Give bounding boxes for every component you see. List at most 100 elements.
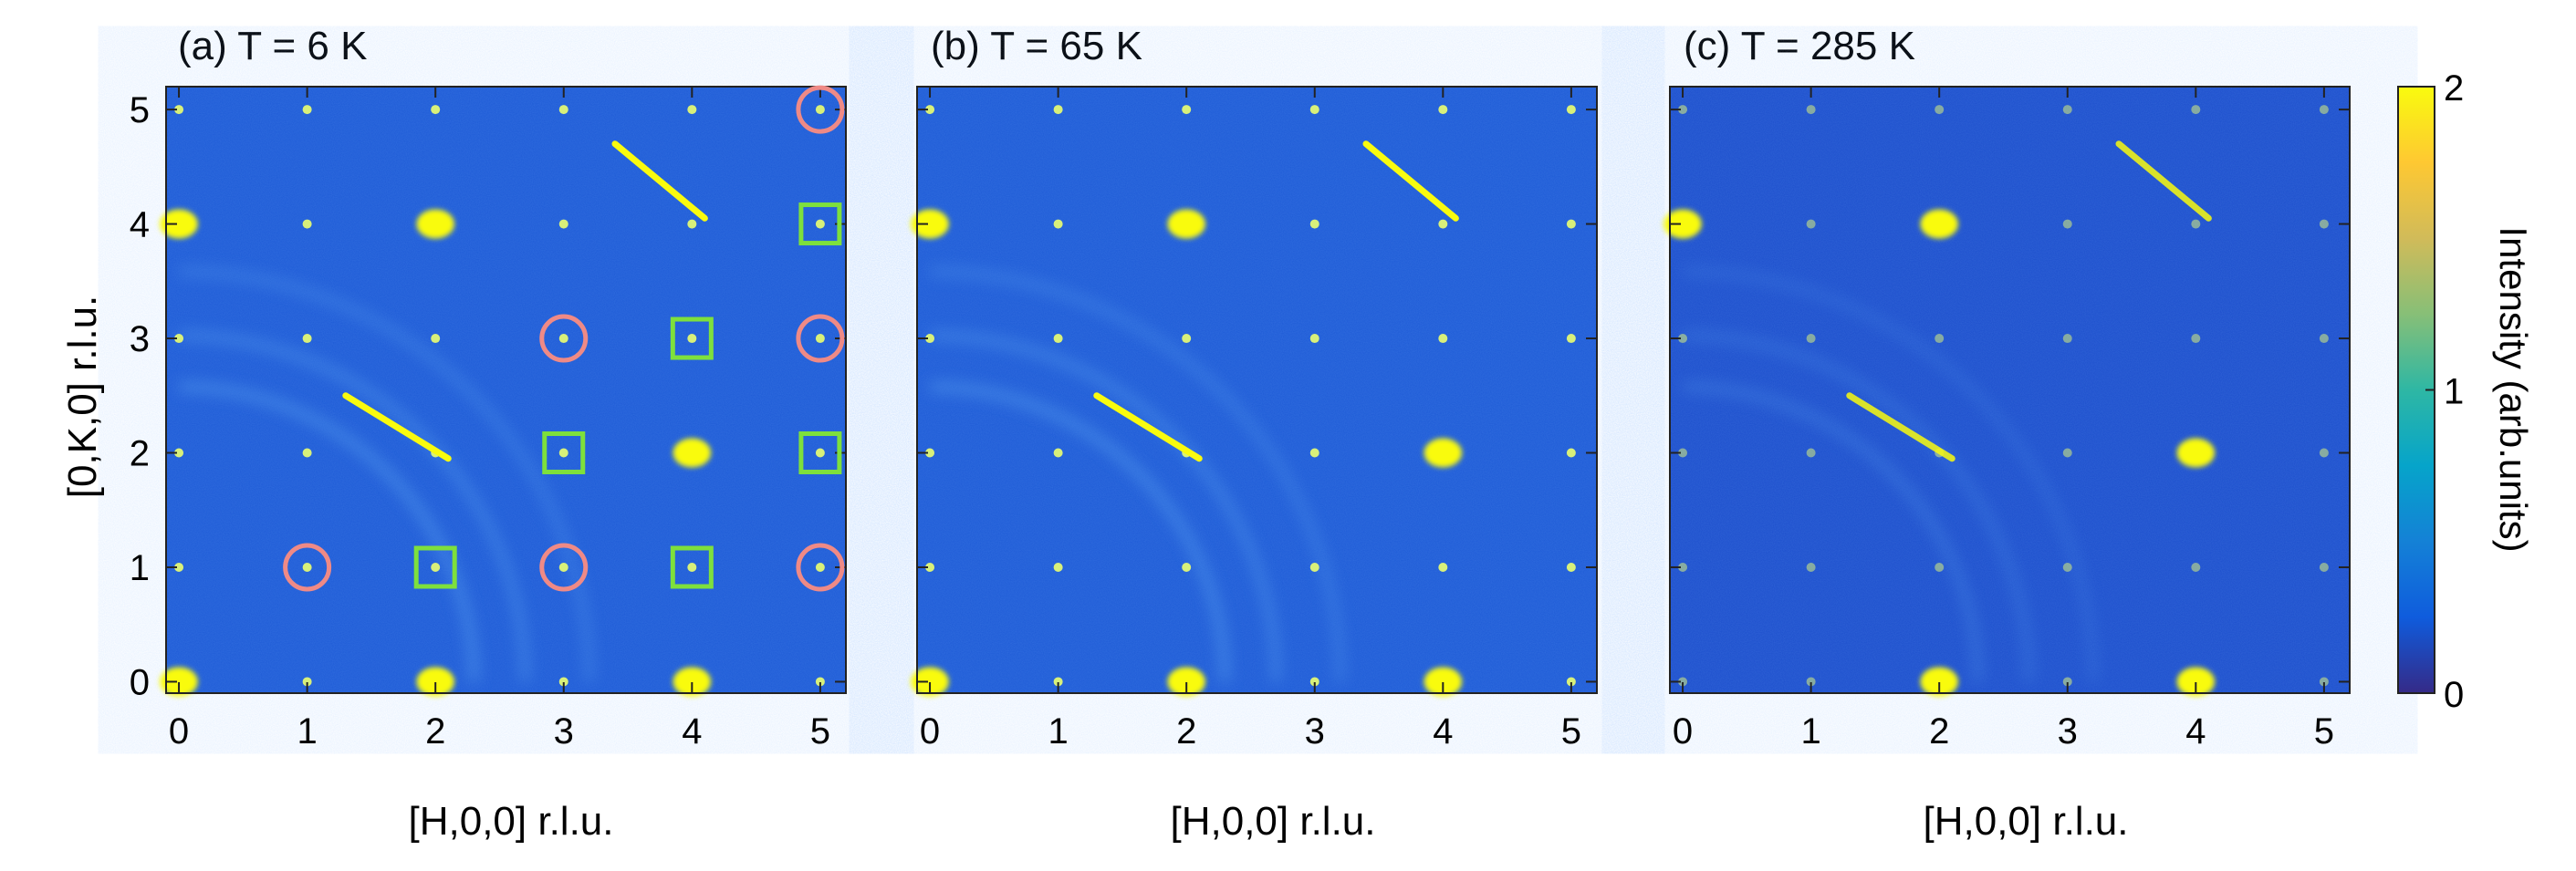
bragg-spot (2176, 438, 2216, 468)
circle-marker (539, 314, 589, 363)
panel-a-title: (a) T = 6 K (178, 24, 367, 68)
x-tick-label: 2 (1176, 711, 1196, 752)
bragg-spot (174, 334, 184, 344)
bragg-spot (558, 219, 568, 229)
panel-c-xlabel: [H,0,0] r.l.u. (1924, 799, 2129, 844)
bragg-spot (302, 219, 312, 229)
y-tick-label: 3 (130, 319, 150, 359)
heatmap-noise (166, 87, 846, 693)
bragg-spot (302, 562, 312, 572)
bragg-spot (911, 667, 949, 697)
diffuse-streak (2115, 140, 2212, 222)
square-marker (670, 316, 714, 360)
panel-b-xlabel: [H,0,0] r.l.u. (1171, 799, 1376, 844)
bragg-spot (2191, 334, 2201, 344)
bragg-spot (1053, 334, 1063, 344)
diffuse-streak (1362, 140, 1459, 222)
bragg-spot (1566, 562, 1576, 572)
axes-frame (916, 86, 1598, 694)
bragg-spot (1935, 105, 1945, 115)
bragg-spot (1309, 677, 1319, 687)
bragg-spot (1920, 667, 1958, 697)
bragg-spot (2062, 105, 2072, 115)
bragg-spot (2062, 219, 2072, 229)
y-tick-label: 1 (130, 548, 150, 588)
panel-c: (c) T = 285 K 0 1 2 3 4 5 [H,0,0] r.l.u. (1663, 24, 2351, 844)
circle-marker (796, 543, 845, 592)
bragg-spot (2191, 105, 2201, 115)
bragg-spot (1182, 562, 1192, 572)
bragg-spot (416, 667, 454, 697)
x-tick-label: 3 (2058, 711, 2078, 752)
bragg-spot (431, 334, 441, 344)
bragg-spot (1182, 334, 1192, 344)
powder-ring (930, 330, 1281, 682)
bragg-spot (1566, 219, 1576, 229)
diffuse-streak (1846, 392, 1955, 462)
bragg-spot (1678, 105, 1688, 115)
panel-a-xlabel: [H,0,0] r.l.u. (409, 799, 614, 844)
x-tick-label: 0 (169, 711, 189, 752)
bragg-spot (1309, 105, 1319, 115)
bragg-spot (1438, 562, 1448, 572)
x-tick-label: 5 (810, 711, 830, 752)
bragg-spot (1309, 219, 1319, 229)
colorbar-label: Intensity (arb.units) (2492, 226, 2535, 552)
x-tick-label: 4 (1433, 711, 1453, 752)
panel-b: (b) T = 65 K 0 1 2 3 4 5 [H,0,0] r.l.u. (911, 24, 1598, 844)
panel-a-plot: 0 1 2 3 4 5 0 1 2 3 4 5 (130, 85, 847, 752)
square-marker (798, 202, 842, 246)
panel-b-plot: 0 1 2 3 4 5 (911, 86, 1598, 752)
colorbar-tick-label: 0 (2444, 675, 2464, 715)
bragg-spot (687, 219, 697, 229)
y-tick-label: 4 (130, 205, 150, 245)
bragg-spot (2319, 677, 2329, 687)
bragg-spot (558, 105, 568, 115)
bragg-spot (1309, 562, 1319, 572)
bragg-spot (2319, 334, 2329, 344)
bragg-spot (1806, 334, 1816, 344)
bragg-spot (1663, 209, 1702, 239)
bragg-spot (2319, 219, 2329, 229)
bragg-spot (815, 105, 825, 115)
bragg-spot (925, 334, 935, 344)
bragg-spot (1806, 105, 1816, 115)
x-tick-label: 4 (2185, 711, 2206, 752)
bragg-spot (687, 105, 697, 115)
axes-frame (1669, 86, 2351, 694)
colorbar-ticks: 0 1 2 (2425, 68, 2464, 715)
bragg-spot (431, 105, 441, 115)
bragg-spot (2062, 334, 2072, 344)
bragg-spot (1678, 448, 1688, 458)
bragg-spot (1920, 209, 1958, 239)
powder-ring (179, 382, 479, 682)
x-tick-label: 0 (920, 711, 940, 752)
bragg-spot (1167, 667, 1205, 697)
bragg-spot (1566, 448, 1576, 458)
x-tick-label: 3 (554, 711, 574, 752)
bragg-spot (174, 448, 184, 458)
bragg-spot (416, 209, 454, 239)
bragg-spot (1309, 334, 1319, 344)
panel-c-plot: 0 1 2 3 4 5 (1663, 86, 2351, 752)
panel-c-title: (c) T = 285 K (1684, 24, 1915, 68)
y-tick-label: 0 (130, 662, 150, 702)
bragg-spot (1053, 105, 1063, 115)
bragg-spot (815, 562, 825, 572)
bragg-spot (2062, 677, 2072, 687)
bragg-spot (160, 209, 198, 239)
bragg-spot (1053, 219, 1063, 229)
bragg-spot (1424, 667, 1463, 697)
x-tick-label: 5 (2314, 711, 2334, 752)
bragg-spot (2191, 219, 2201, 229)
diffuse-streak (342, 392, 452, 462)
powder-ring (179, 330, 530, 682)
bragg-spot (815, 334, 825, 344)
powder-ring (1683, 330, 2034, 682)
bragg-spot (687, 334, 697, 344)
bragg-spot (1424, 438, 1463, 468)
bragg-spot (1935, 334, 1945, 344)
bragg-spot (687, 562, 697, 572)
colorbar-tick-label: 2 (2444, 68, 2464, 109)
